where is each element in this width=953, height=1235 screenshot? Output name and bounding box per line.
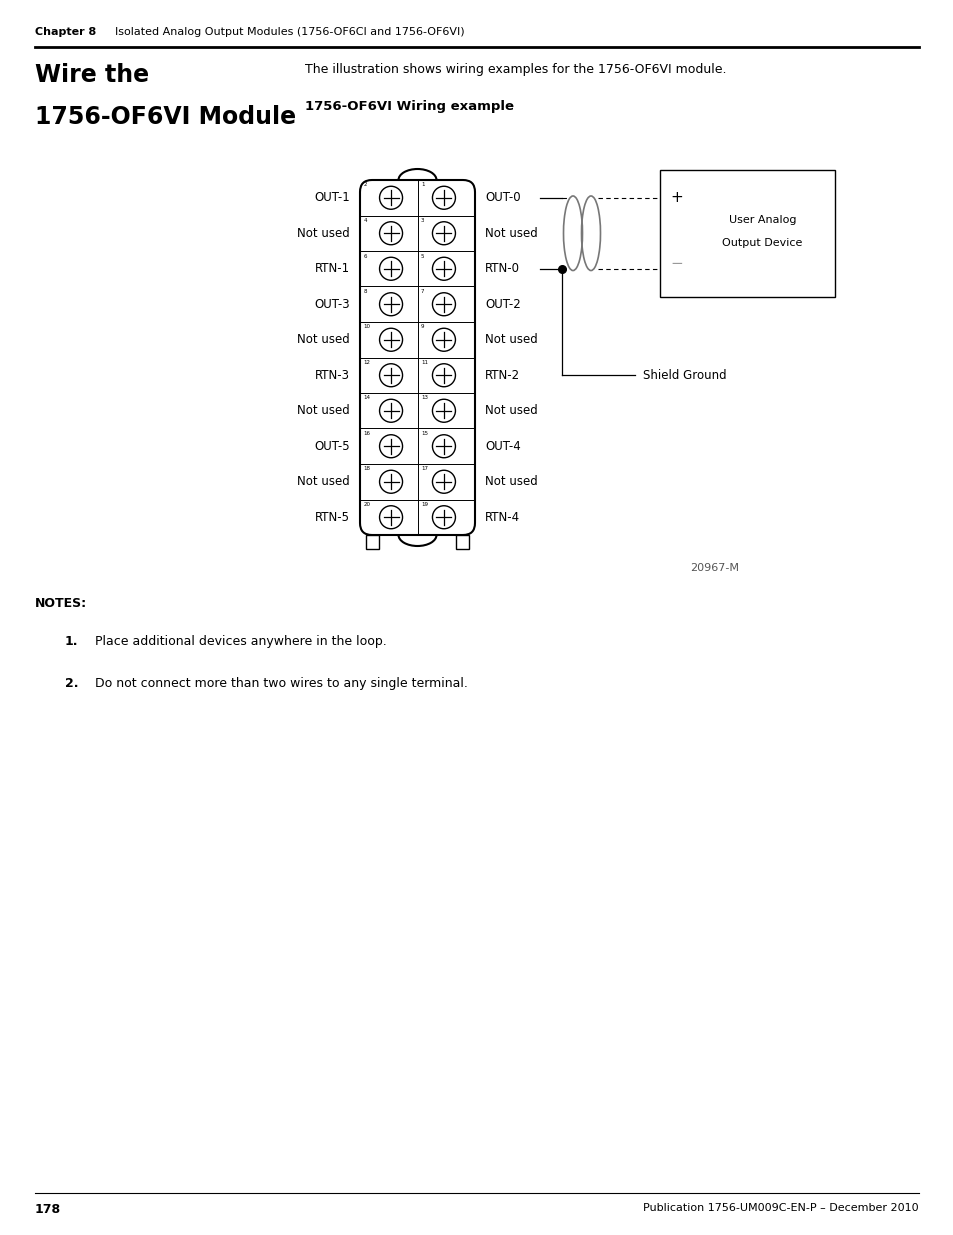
- Bar: [659, 169, 834, 296]
- Circle shape: [379, 329, 402, 351]
- Circle shape: [379, 364, 402, 387]
- Bar: [456, 535, 469, 550]
- Text: Shield Ground: Shield Ground: [642, 369, 726, 382]
- FancyBboxPatch shape: [359, 180, 475, 535]
- Text: RTN-1: RTN-1: [314, 262, 350, 275]
- Text: RTN-4: RTN-4: [484, 511, 519, 524]
- Text: Do not connect more than two wires to any single terminal.: Do not connect more than two wires to an…: [95, 677, 467, 690]
- Text: OUT-0: OUT-0: [484, 191, 520, 204]
- Text: +: +: [669, 190, 682, 205]
- Text: 10: 10: [363, 325, 370, 330]
- Text: Not used: Not used: [484, 475, 537, 488]
- Circle shape: [432, 471, 455, 493]
- Circle shape: [379, 257, 402, 280]
- Text: Not used: Not used: [297, 333, 350, 346]
- Text: 14: 14: [363, 395, 370, 400]
- Circle shape: [432, 222, 455, 245]
- Text: OUT-3: OUT-3: [314, 298, 350, 311]
- Text: 18: 18: [363, 467, 370, 472]
- Text: 17: 17: [420, 467, 428, 472]
- Bar: [366, 535, 378, 550]
- Text: OUT-2: OUT-2: [484, 298, 520, 311]
- Circle shape: [379, 471, 402, 493]
- Text: 1756-OF6VI Module: 1756-OF6VI Module: [35, 105, 295, 128]
- Circle shape: [432, 399, 455, 422]
- Circle shape: [432, 364, 455, 387]
- Circle shape: [379, 399, 402, 422]
- Text: Not used: Not used: [484, 227, 537, 240]
- Text: Not used: Not used: [297, 227, 350, 240]
- Text: Output Device: Output Device: [721, 238, 801, 248]
- Circle shape: [379, 222, 402, 245]
- Circle shape: [432, 506, 455, 529]
- Circle shape: [432, 329, 455, 351]
- Text: 1756-OF6VI Wiring example: 1756-OF6VI Wiring example: [305, 100, 514, 112]
- Circle shape: [379, 186, 402, 209]
- Text: 3: 3: [420, 219, 424, 224]
- Text: 8: 8: [363, 289, 367, 294]
- Text: 16: 16: [363, 431, 370, 436]
- Circle shape: [379, 293, 402, 316]
- Text: NOTES:: NOTES:: [35, 597, 87, 610]
- Text: User Analog: User Analog: [728, 215, 796, 225]
- Text: Not used: Not used: [484, 404, 537, 417]
- Text: The illustration shows wiring examples for the 1756-OF6VI module.: The illustration shows wiring examples f…: [305, 63, 726, 77]
- Text: Not used: Not used: [297, 475, 350, 488]
- Text: 2.: 2.: [65, 677, 78, 690]
- Text: Isolated Analog Output Modules (1756-OF6CI and 1756-OF6VI): Isolated Analog Output Modules (1756-OF6…: [115, 27, 464, 37]
- Text: 20967-M: 20967-M: [689, 563, 739, 573]
- Text: 9: 9: [420, 325, 424, 330]
- Text: RTN-0: RTN-0: [484, 262, 519, 275]
- Text: 2: 2: [363, 183, 367, 188]
- Text: Wire the: Wire the: [35, 63, 149, 86]
- Text: RTN-3: RTN-3: [314, 369, 350, 382]
- Text: 1: 1: [420, 183, 424, 188]
- Text: −: −: [669, 256, 682, 272]
- Text: RTN-2: RTN-2: [484, 369, 519, 382]
- Text: 15: 15: [420, 431, 428, 436]
- Text: 178: 178: [35, 1203, 61, 1216]
- Text: OUT-4: OUT-4: [484, 440, 520, 453]
- Text: 20: 20: [363, 501, 370, 508]
- Text: 11: 11: [420, 359, 428, 366]
- Text: 4: 4: [363, 219, 367, 224]
- Text: 19: 19: [420, 501, 428, 508]
- Circle shape: [432, 186, 455, 209]
- Text: OUT-5: OUT-5: [314, 440, 350, 453]
- Circle shape: [379, 435, 402, 458]
- Text: 6: 6: [363, 253, 367, 258]
- Circle shape: [379, 506, 402, 529]
- Circle shape: [432, 257, 455, 280]
- Text: 1.: 1.: [65, 635, 78, 648]
- Circle shape: [432, 435, 455, 458]
- Text: Not used: Not used: [484, 333, 537, 346]
- Text: 5: 5: [420, 253, 424, 258]
- Text: Publication 1756-UM009C-EN-P – December 2010: Publication 1756-UM009C-EN-P – December …: [642, 1203, 918, 1213]
- Circle shape: [432, 293, 455, 316]
- Text: Place additional devices anywhere in the loop.: Place additional devices anywhere in the…: [95, 635, 386, 648]
- Text: Not used: Not used: [297, 404, 350, 417]
- Text: 13: 13: [420, 395, 428, 400]
- Text: RTN-5: RTN-5: [314, 511, 350, 524]
- Text: 12: 12: [363, 359, 370, 366]
- Text: OUT-1: OUT-1: [314, 191, 350, 204]
- Text: 7: 7: [420, 289, 424, 294]
- Text: Chapter 8: Chapter 8: [35, 27, 96, 37]
